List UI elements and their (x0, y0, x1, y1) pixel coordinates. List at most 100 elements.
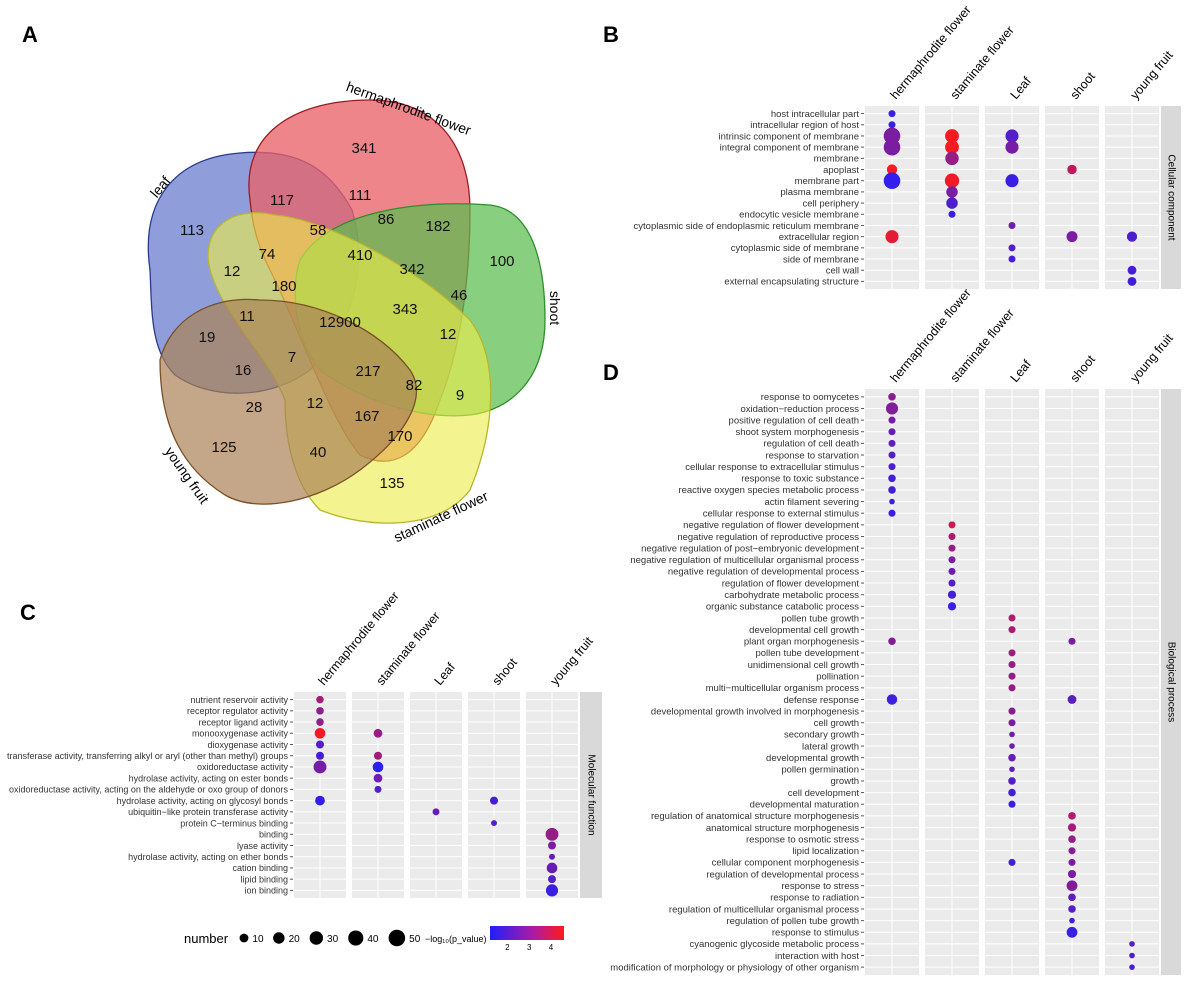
dot-point (314, 727, 326, 739)
column-label: Leaf (432, 660, 459, 688)
term-label: regulation of developmental process (706, 869, 859, 880)
term-label: negative regulation of developmental pro… (668, 567, 859, 578)
dot-point (373, 728, 383, 738)
dot-point (1008, 777, 1016, 785)
term-label: membrane part (795, 176, 860, 187)
term-label: intracellular region of host (750, 120, 859, 131)
facet-strip-label: Biological process (1165, 642, 1176, 723)
venn-region-value: 170 (387, 428, 412, 445)
term-label: receptor regulator activity (187, 706, 289, 716)
term-label: response to starvation (766, 450, 859, 461)
term-label: negative regulation of reproductive proc… (677, 532, 859, 543)
dot-point (888, 637, 896, 646)
panel-label-a: A (22, 22, 38, 47)
term-label: integral component of membrane (720, 142, 859, 153)
term-label: carbohydrate metabolic process (724, 590, 859, 601)
term-label: multi−multicellular organism process (706, 683, 860, 694)
term-label: pollen tube development (755, 648, 859, 659)
venn-region-value: 12 (224, 263, 241, 280)
panel-label-c: C (20, 600, 36, 625)
venn-region-value: 11 (239, 308, 255, 325)
term-label: response to toxic substance (741, 474, 859, 485)
term-label: negative regulation of multicellular org… (630, 555, 859, 566)
term-label: cellular response to external stimulus (703, 509, 860, 520)
venn-region-value: 341 (351, 140, 376, 157)
dot-point (313, 760, 327, 774)
term-label: intrinsic component of membrane (719, 131, 859, 142)
column-label: staminate flower (948, 306, 1017, 385)
term-label: response to stress (781, 881, 859, 892)
size-legend-title: number (184, 931, 229, 946)
dot-point (545, 884, 559, 897)
dot-point (888, 463, 896, 471)
color-legend-tick: 3 (527, 943, 532, 952)
dot-point (888, 121, 896, 129)
venn-region-value: 9 (456, 387, 464, 404)
column-label: Leaf (1008, 74, 1035, 102)
term-label: hydrolase activity, acting on ester bond… (129, 773, 289, 783)
term-label: cation binding (232, 863, 288, 873)
dot-point (883, 138, 901, 156)
facet-strip-label: Molecular function (585, 754, 596, 835)
venn-region-value: 82 (406, 377, 423, 394)
term-label: developmental growth (766, 753, 859, 764)
size-legend-dot (239, 933, 249, 943)
dot-point (885, 230, 899, 244)
term-label: developmental maturation (750, 800, 859, 811)
dot-point (1009, 743, 1015, 749)
color-legend-title: −log₁₀(p_value) (425, 934, 487, 944)
dot-point (886, 164, 898, 175)
size-legend-dot (273, 932, 285, 944)
column-label: shoot (1068, 352, 1099, 385)
term-label: positive regulation of cell death (729, 415, 859, 426)
venn-region-value: 86 (378, 211, 395, 228)
term-label: regulation of flower development (722, 578, 860, 589)
dot-point (945, 151, 959, 166)
dot-point (944, 173, 960, 188)
term-label: endocytic vesicle membrane (739, 210, 859, 221)
term-label: monooxygenase activity (192, 729, 289, 739)
term-label: negative regulation of flower developmen… (683, 520, 859, 531)
term-label: hydrolase activity, acting on ether bond… (128, 852, 288, 862)
dot-point (1067, 869, 1077, 879)
venn-region-value: 343 (392, 301, 417, 318)
dot-point (946, 186, 958, 198)
dot-point (1066, 231, 1078, 243)
dot-point (948, 579, 956, 587)
dot-point (1008, 626, 1016, 634)
color-legend-tick: 2 (505, 943, 510, 952)
term-label: actin filament severing (764, 497, 859, 508)
facet-strip (1161, 389, 1181, 975)
dot-point (948, 544, 956, 552)
term-label: response to osmotic stress (746, 834, 859, 845)
dot-point (886, 694, 898, 705)
dot-point (1068, 637, 1076, 645)
term-label: pollination (816, 671, 859, 682)
dot-point (1129, 964, 1135, 970)
dot-point (946, 197, 958, 209)
term-label: cell growth (814, 718, 859, 729)
dot-point (1008, 858, 1016, 866)
dot-point (1069, 917, 1075, 924)
term-label: cell periphery (803, 198, 860, 209)
term-label: anatomical structure morphogenesis (706, 823, 859, 834)
dot-point (315, 751, 325, 760)
venn-region-value: 40 (310, 444, 327, 461)
dot-point (315, 740, 325, 749)
dot-point (372, 761, 384, 773)
dot-point (888, 474, 896, 483)
dot-point (1068, 858, 1076, 866)
color-legend-bar (490, 926, 564, 940)
term-label: binding (259, 830, 288, 840)
term-label: oxidation−reduction process (740, 404, 859, 415)
dot-point (491, 820, 497, 827)
column-label: shoot (490, 655, 521, 688)
dot-point (948, 532, 956, 541)
term-label: regulation of multicellular organismal p… (669, 904, 859, 915)
term-label: external encapsulating structure (724, 277, 859, 288)
venn-region-value: 113 (180, 222, 204, 239)
dot-point (374, 785, 382, 793)
